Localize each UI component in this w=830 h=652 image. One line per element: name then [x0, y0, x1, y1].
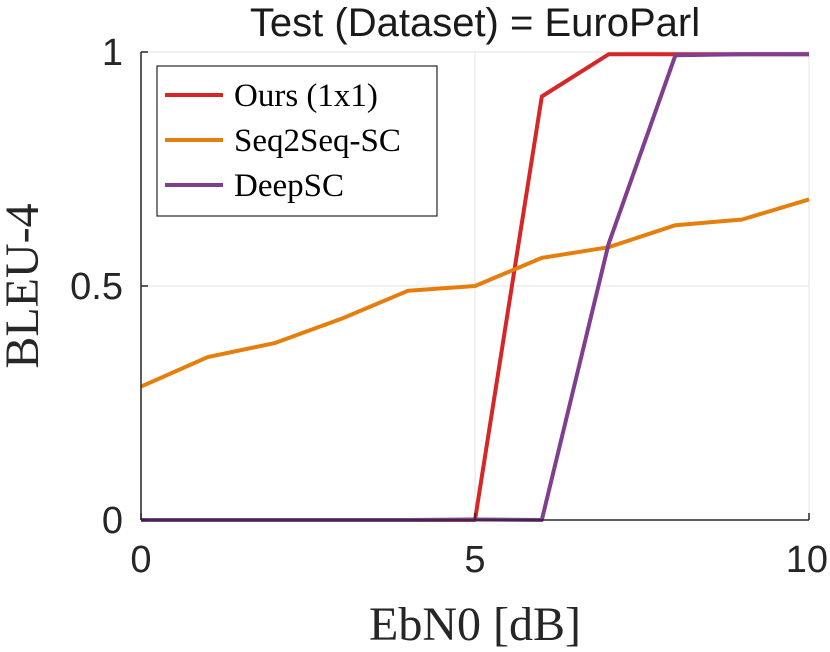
tick-labels: 0 5 10 0 0.5 1	[70, 32, 828, 581]
legend-label: Seq2Seq-SC	[234, 123, 401, 159]
x-tick-label: 5	[464, 539, 485, 581]
y-tick-label: 0.5	[70, 266, 123, 308]
x-axis-label: EbN0 [dB]	[369, 598, 581, 651]
legend-label: Ours (1x1)	[234, 78, 378, 114]
legend: Ours (1x1) Seq2Seq-SC DeepSC	[156, 65, 438, 217]
legend-label: DeepSC	[234, 168, 344, 204]
series-line-seq2seq-sc	[140, 197, 810, 389]
chart-title: Test (Dataset) = EuroParl	[250, 1, 700, 45]
x-tick-label: 10	[786, 539, 828, 581]
x-tick-label: 0	[130, 539, 151, 581]
y-tick-label: 1	[102, 32, 123, 74]
y-tick-label: 0	[102, 500, 123, 542]
axes	[140, 51, 810, 521]
y-axis-label: BLEU-4	[0, 203, 49, 368]
